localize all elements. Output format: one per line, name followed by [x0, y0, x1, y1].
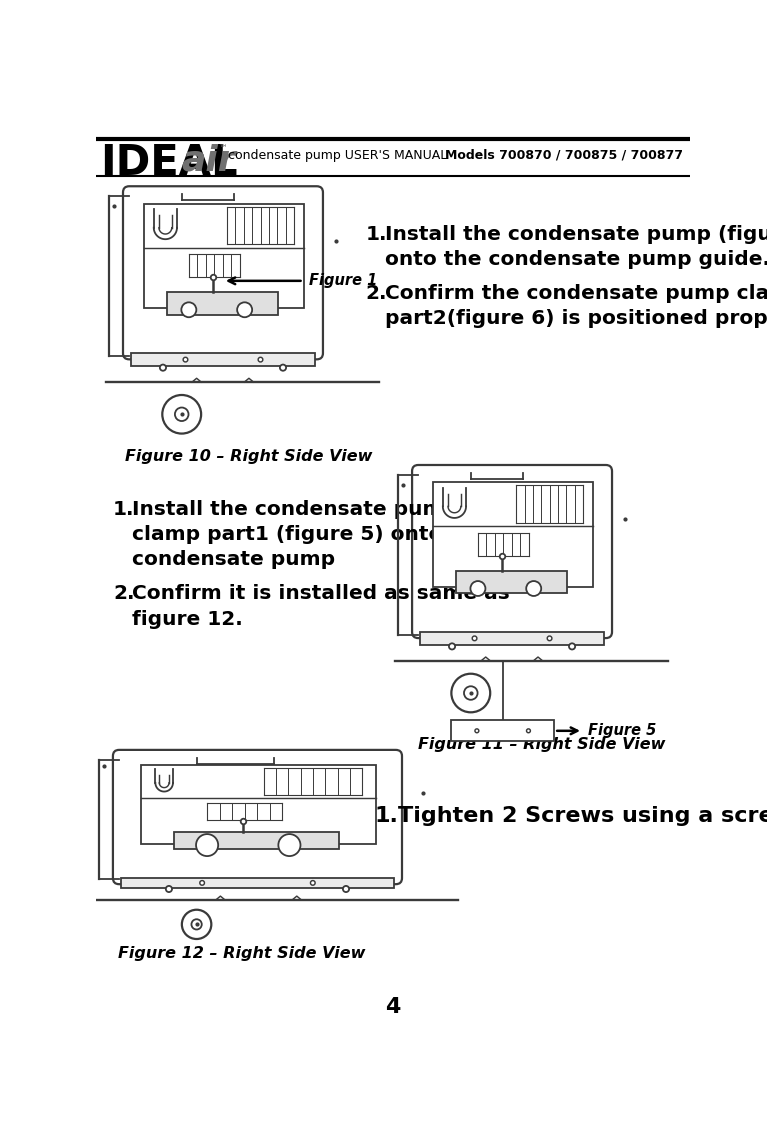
Bar [456, 571, 567, 594]
Text: air: air [181, 143, 235, 177]
FancyBboxPatch shape [123, 186, 323, 360]
Text: onto the condensate pump guide.: onto the condensate pump guide. [385, 250, 767, 269]
Circle shape [181, 302, 196, 317]
Text: 2.: 2. [366, 284, 387, 303]
Circle shape [183, 358, 188, 362]
Text: 1.: 1. [375, 806, 399, 826]
Circle shape [451, 674, 490, 713]
Text: Install the condensate pump (figure 1): Install the condensate pump (figure 1) [385, 225, 767, 244]
Text: Models 700870 / 700875 / 700877: Models 700870 / 700875 / 700877 [446, 149, 683, 161]
Text: Tighten 2 Screws using a screwdriver.: Tighten 2 Screws using a screwdriver. [398, 806, 767, 826]
Circle shape [163, 395, 201, 434]
Circle shape [475, 729, 479, 733]
Circle shape [547, 636, 552, 640]
Circle shape [278, 834, 301, 856]
Circle shape [526, 581, 542, 596]
Circle shape [160, 364, 166, 371]
Text: Figure 10 – Right Side View: Figure 10 – Right Side View [125, 448, 373, 464]
Circle shape [470, 581, 486, 596]
Text: Confirm it is installed as same as: Confirm it is installed as same as [132, 585, 510, 604]
Text: Figure 11 – Right Side View: Figure 11 – Right Side View [417, 737, 665, 751]
Circle shape [192, 919, 202, 930]
Text: ™: ™ [219, 144, 227, 153]
Text: 1.: 1. [366, 225, 387, 244]
FancyBboxPatch shape [412, 465, 612, 638]
Bar [130, 353, 315, 367]
Circle shape [464, 687, 478, 700]
Bar [166, 292, 278, 314]
Text: IDEAL: IDEAL [100, 142, 238, 184]
Text: 2.: 2. [113, 585, 134, 604]
Circle shape [280, 364, 286, 371]
Circle shape [196, 834, 218, 856]
Text: clamp part1 (figure 5) onto the: clamp part1 (figure 5) onto the [132, 526, 487, 544]
Circle shape [237, 302, 252, 317]
Circle shape [449, 644, 455, 649]
Text: Figure 12 – Right Side View: Figure 12 – Right Side View [117, 947, 365, 961]
Circle shape [472, 636, 477, 640]
Circle shape [526, 729, 531, 733]
Circle shape [311, 881, 315, 885]
Circle shape [258, 358, 263, 362]
Text: Install the condensate pump: Install the condensate pump [132, 499, 459, 519]
Bar [120, 878, 394, 888]
Bar [451, 721, 555, 741]
Text: part2(figure 6) is positioned properly.: part2(figure 6) is positioned properly. [385, 310, 767, 328]
Circle shape [199, 881, 205, 885]
Circle shape [182, 910, 212, 939]
Circle shape [166, 886, 172, 892]
Text: Confirm the condensate pump clamp: Confirm the condensate pump clamp [385, 284, 767, 303]
Circle shape [343, 886, 349, 892]
Text: condensate pump USER'S MANUAL: condensate pump USER'S MANUAL [228, 149, 447, 161]
Text: condensate pump: condensate pump [132, 550, 335, 570]
Bar [141, 765, 377, 843]
Bar [174, 832, 339, 849]
Bar [433, 482, 593, 587]
Text: Figure 5: Figure 5 [588, 723, 656, 738]
Text: 4: 4 [385, 997, 400, 1017]
Circle shape [569, 644, 575, 649]
Circle shape [175, 407, 189, 421]
Text: figure 12.: figure 12. [132, 609, 243, 629]
FancyBboxPatch shape [113, 750, 402, 884]
Bar [420, 632, 604, 645]
Text: Figure 1: Figure 1 [309, 274, 377, 288]
Bar [144, 203, 304, 309]
Text: 1.: 1. [113, 499, 134, 519]
